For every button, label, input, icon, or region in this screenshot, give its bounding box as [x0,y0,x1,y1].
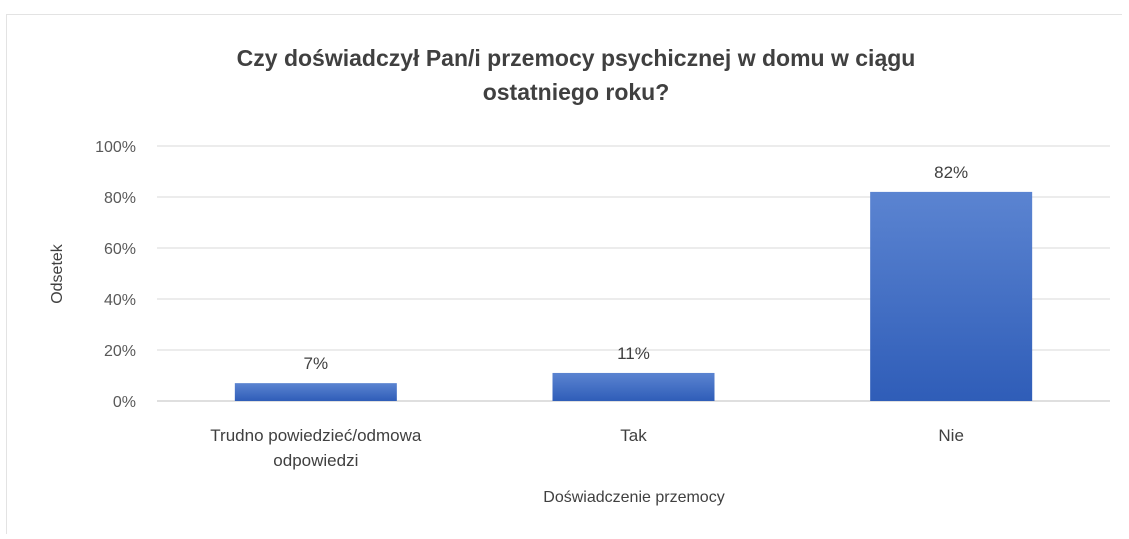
x-tick-label: Nie [938,426,964,445]
x-tick-label: odpowiedzi [273,451,358,470]
y-tick-label: 20% [104,343,136,360]
x-tick-label: Trudno powiedzieć/odmowa [210,426,422,445]
chart-title-line-2: ostatniego roku? [483,79,670,105]
x-tick-label: Tak [620,426,647,445]
bar [870,191,1033,401]
data-label: 7% [304,354,329,373]
chart-title-line-1: Czy doświadczył Pan/i przemocy psychiczn… [237,45,916,71]
y-tick-label: 60% [104,241,136,258]
bar [234,383,397,401]
chart-frame [6,14,1122,534]
x-axis-label: Doświadczenie przemocy [543,489,724,506]
bar [552,372,715,401]
y-tick-label: 80% [104,190,136,207]
data-label: 82% [934,163,968,182]
data-label: 11% [617,344,650,363]
y-tick-label: 40% [104,292,136,309]
y-tick-label: 0% [113,394,136,411]
y-tick-label: 100% [95,139,136,156]
y-axis-label: Odsetek [49,243,66,304]
